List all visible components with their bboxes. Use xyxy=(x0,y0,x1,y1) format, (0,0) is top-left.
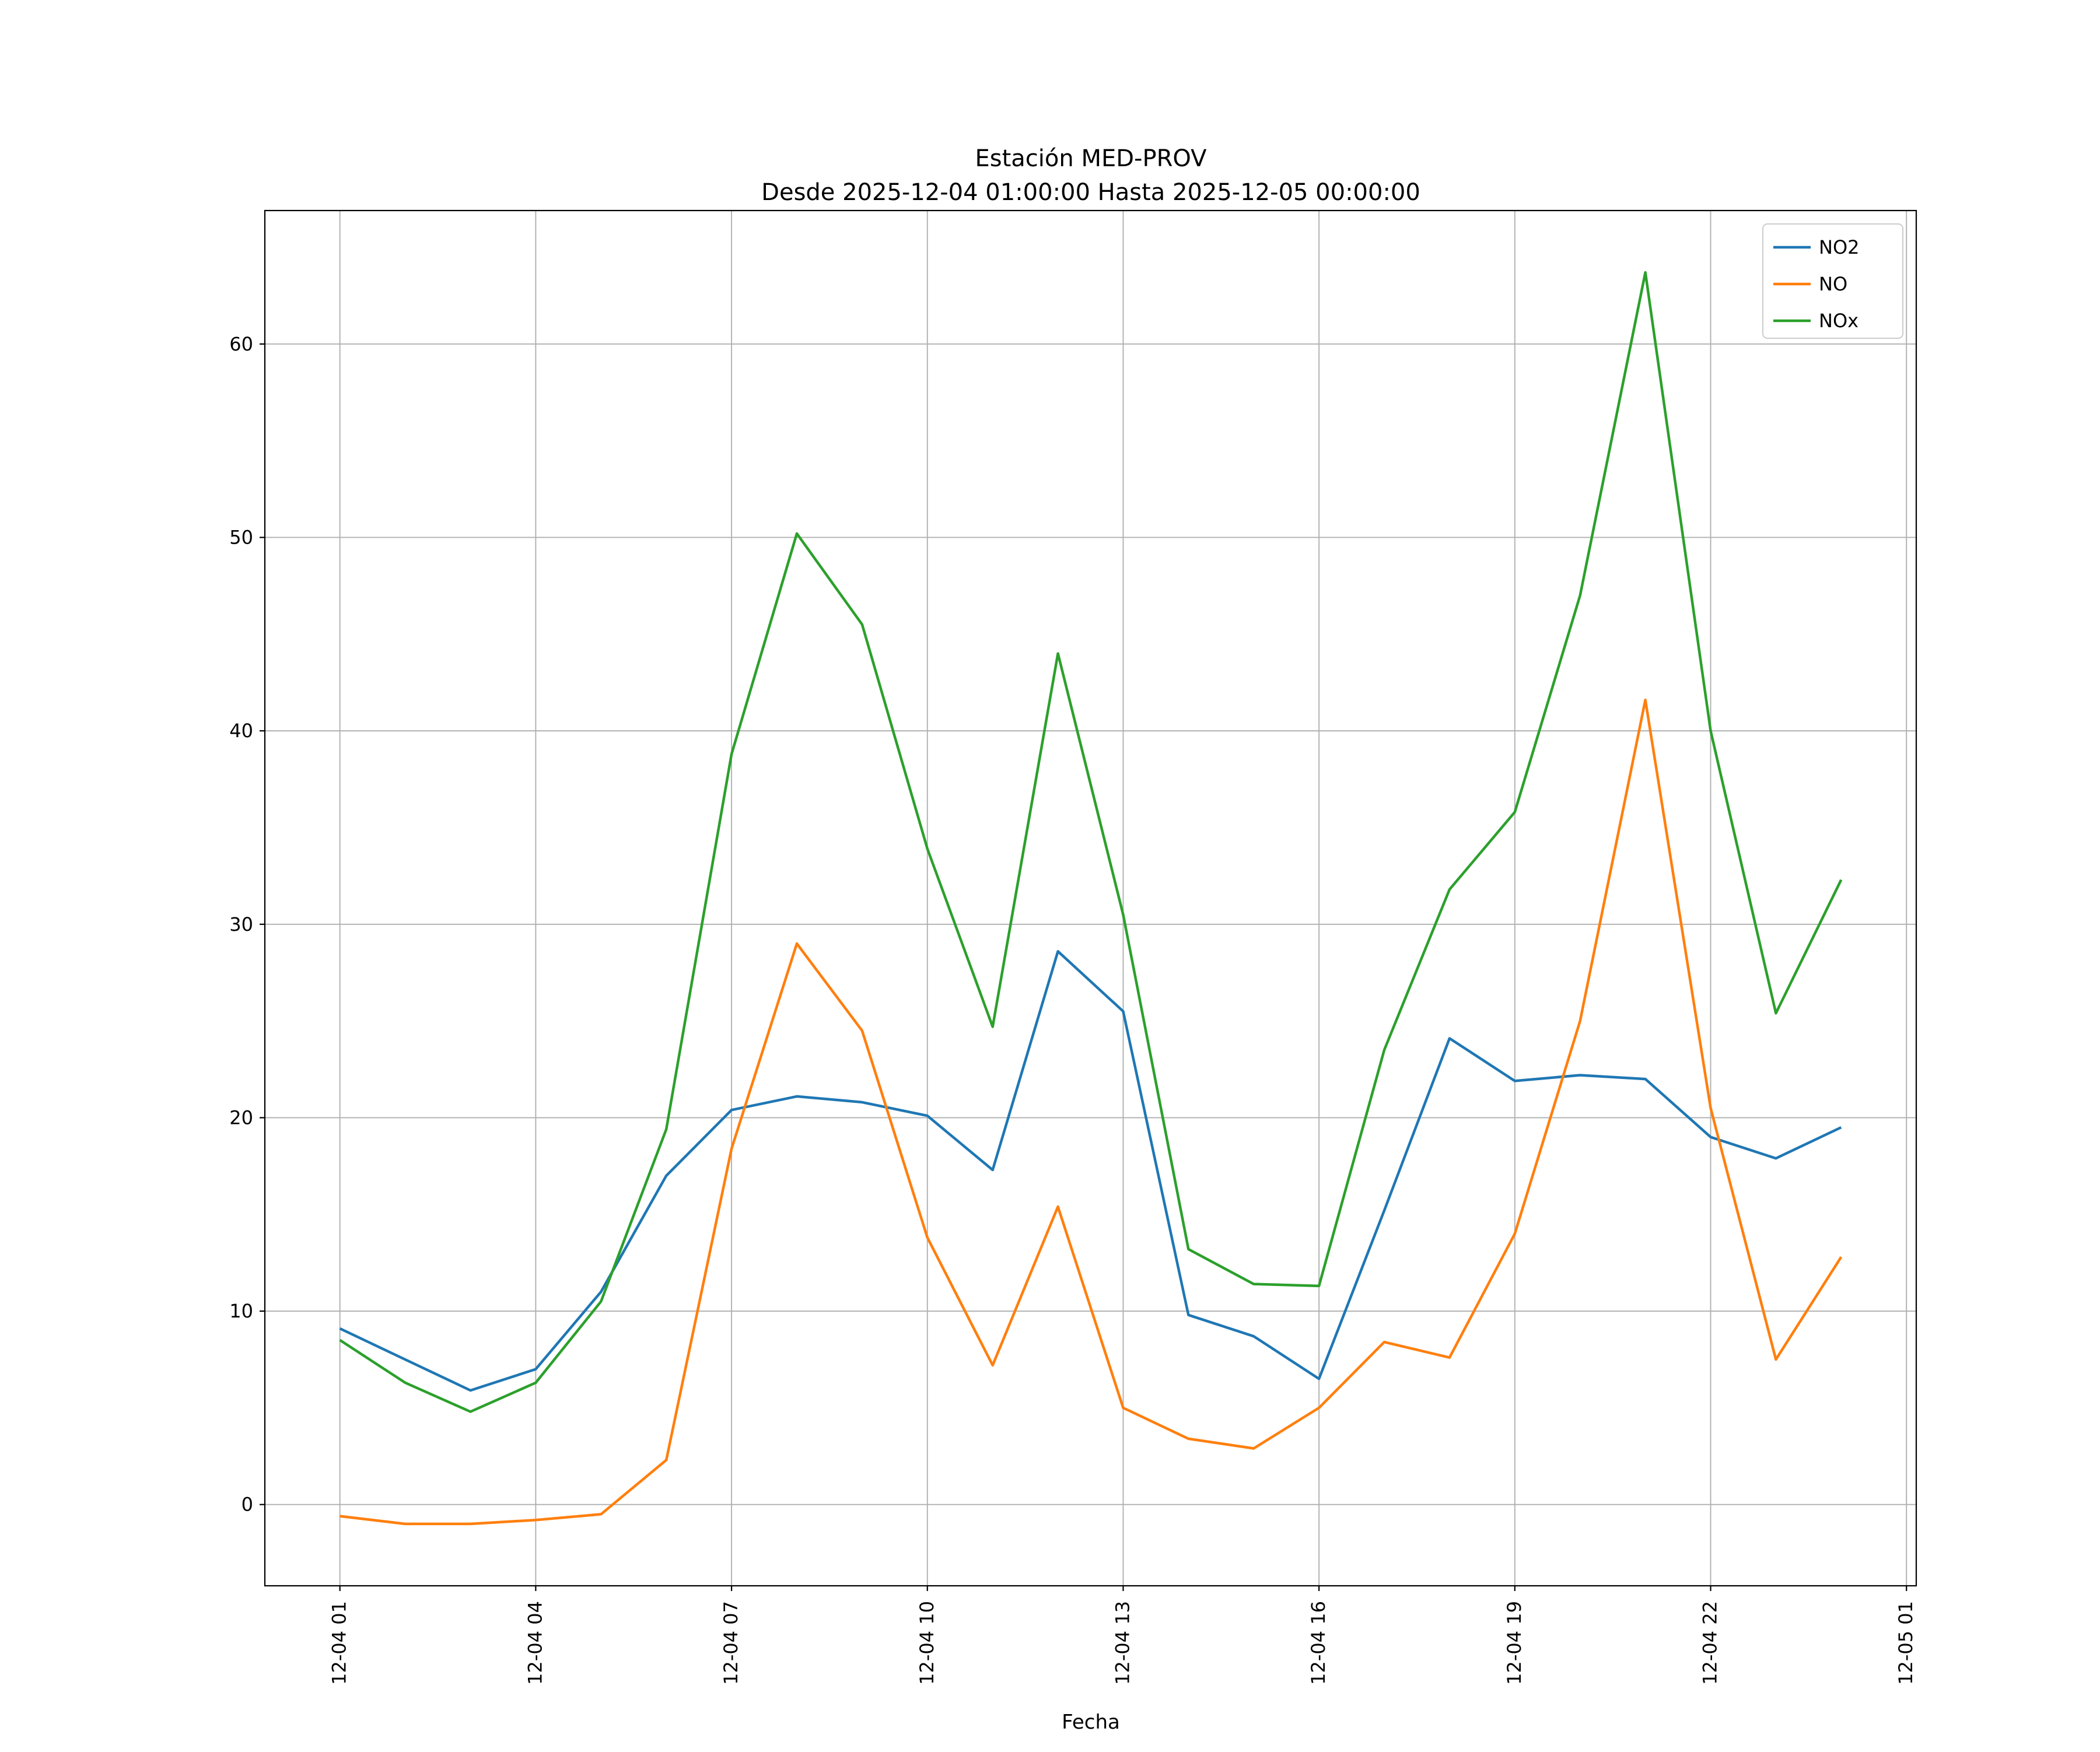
x-tick-label: 12-04 22 xyxy=(1699,1601,1721,1685)
series-line-no2 xyxy=(339,949,1842,1392)
y-tick-label: 60 xyxy=(229,333,253,355)
y-tick-label: 10 xyxy=(229,1300,253,1322)
y-tick-label: 40 xyxy=(229,720,253,742)
x-tick-label: 12-04 16 xyxy=(1307,1601,1329,1685)
x-tick-label: 12-04 01 xyxy=(328,1601,351,1685)
series-line-no xyxy=(340,698,1843,1526)
chart-title-line1: Estación MED-PROV xyxy=(975,145,1207,172)
series-line-nox xyxy=(339,271,1843,1413)
axes-frame xyxy=(264,209,1917,1587)
legend-label-no2: NO2 xyxy=(1819,236,1859,258)
x-tick-label: 12-04 10 xyxy=(916,1601,938,1685)
axes-ticks: 12-04 01 12-04 04 12-04 07 12-04 10 12-04 13… xyxy=(229,333,1917,1685)
series-lines xyxy=(339,271,1843,1526)
x-axis-label: Fecha xyxy=(1062,1711,1120,1734)
legend: NO2 NO NOx xyxy=(1762,223,1903,339)
legend-label-no: NO xyxy=(1819,273,1847,295)
x-tick-label: 12-04 04 xyxy=(524,1601,546,1685)
y-tick-label: 50 xyxy=(229,526,253,548)
y-tick-label: 0 xyxy=(242,1494,253,1516)
legend-box xyxy=(1762,223,1903,339)
x-tick-label: 12-04 07 xyxy=(720,1601,742,1685)
x-tick-label: 12-04 13 xyxy=(1111,1601,1133,1685)
grid xyxy=(265,211,1916,1586)
y-tick-label: 30 xyxy=(229,913,253,935)
x-tick-label: 12-05 01 xyxy=(1895,1601,1917,1685)
legend-label-nox: NOx xyxy=(1819,310,1859,332)
chart-title-line2: Desde 2025-12-04 01:00:00 Hasta 2025-12-… xyxy=(761,179,1420,206)
y-tick-label: 20 xyxy=(229,1106,253,1129)
x-tick-label: 12-04 19 xyxy=(1503,1601,1525,1685)
